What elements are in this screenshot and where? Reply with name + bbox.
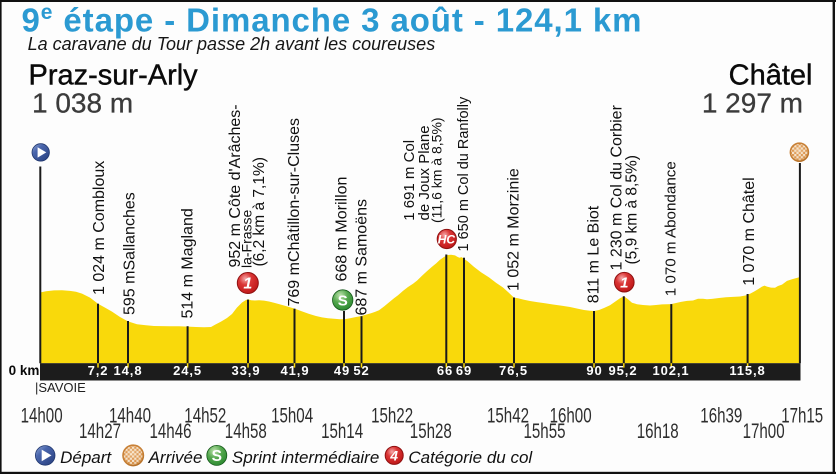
svg-text:1 650 m Col du Ranfolly: 1 650 m Col du Ranfolly	[456, 96, 472, 251]
svg-text:49: 49	[334, 363, 350, 378]
svg-text:Châtel: Châtel	[729, 60, 813, 92]
svg-text:17h00: 17h00	[743, 418, 785, 442]
svg-text:17h15: 17h15	[781, 403, 823, 427]
svg-text:S: S	[338, 293, 348, 310]
svg-text:1 052 m Morzinie: 1 052 m Morzinie	[506, 168, 523, 291]
svg-text:115,8: 115,8	[729, 363, 765, 378]
svg-text:14h00: 14h00	[21, 403, 63, 427]
svg-text:41,9: 41,9	[281, 363, 310, 378]
svg-text:595 mSallanches: 595 mSallanches	[122, 192, 139, 315]
svg-text:la-Frasse: la-Frasse	[239, 209, 255, 268]
svg-text:14,8: 14,8	[114, 363, 143, 378]
svg-text:90: 90	[586, 363, 602, 378]
svg-text:14h52: 14h52	[184, 403, 226, 427]
svg-text:687 m Samoëns: 687 m Samoëns	[354, 199, 371, 316]
svg-text:(5,9 km à 8,5%): (5,9 km à 8,5%)	[624, 155, 641, 264]
svg-text:15h22: 15h22	[371, 403, 413, 427]
svg-text:769 mChâtillon-sur-Cluses: 769 mChâtillon-sur-Cluses	[286, 118, 303, 307]
svg-text:24,5: 24,5	[173, 363, 202, 378]
svg-text:0 km: 0 km	[9, 363, 40, 378]
svg-text:1: 1	[620, 275, 628, 292]
svg-text:76,5: 76,5	[499, 363, 528, 378]
svg-text:16h18: 16h18	[637, 418, 679, 442]
svg-text:14h27: 14h27	[79, 418, 121, 442]
svg-text:16h00: 16h00	[550, 403, 592, 427]
svg-text:|SAVOIE: |SAVOIE	[35, 380, 86, 395]
svg-text:(6,2 km à 7,1%): (6,2 km à 7,1%)	[251, 157, 268, 266]
svg-text:15h55: 15h55	[523, 418, 565, 442]
svg-text:Praz-sur-Arly: Praz-sur-Arly	[29, 60, 199, 92]
svg-text:Catégorie du col: Catégorie du col	[408, 448, 533, 467]
svg-text:66: 66	[437, 363, 453, 378]
svg-text:1 070 m Châtel: 1 070 m Châtel	[741, 177, 758, 286]
svg-text:1: 1	[243, 276, 252, 293]
svg-text:La caravane du Tour passe 2h a: La caravane du Tour passe 2h avant les c…	[28, 34, 436, 54]
svg-text:HC: HC	[438, 233, 456, 247]
svg-text:33,9: 33,9	[232, 363, 261, 378]
svg-text:Départ: Départ	[60, 448, 112, 467]
svg-text:14h58: 14h58	[225, 418, 267, 442]
svg-text:95,2: 95,2	[609, 363, 638, 378]
svg-text:Sprint intermédiaire: Sprint intermédiaire	[232, 448, 379, 467]
svg-text:1 070 m Abondance: 1 070 m Abondance	[663, 161, 680, 296]
svg-text:14h40: 14h40	[109, 403, 151, 427]
svg-text:1 230 m Col du Corbier: 1 230 m Col du Corbier	[609, 104, 626, 270]
svg-text:14h46: 14h46	[149, 418, 191, 442]
svg-text:1 038 m: 1 038 m	[32, 88, 133, 119]
svg-text:15h28: 15h28	[410, 418, 452, 442]
svg-text:102,1: 102,1	[652, 363, 689, 378]
svg-text:4: 4	[389, 448, 398, 464]
svg-text:de Joux Plane: de Joux Plane	[416, 125, 433, 220]
svg-text:69: 69	[456, 363, 472, 378]
svg-text:1 024 m Combloux: 1 024 m Combloux	[91, 161, 108, 295]
svg-text:952 m Côte d'Arâches-: 952 m Côte d'Arâches-	[227, 104, 244, 267]
svg-text:7,2: 7,2	[88, 363, 109, 378]
svg-text:1 691 m Col: 1 691 m Col	[401, 140, 418, 221]
svg-text:668 m Morillon: 668 m Morillon	[334, 177, 351, 282]
svg-text:Arrivée: Arrivée	[148, 448, 203, 467]
svg-text:15h04: 15h04	[271, 403, 313, 427]
svg-text:16h39: 16h39	[700, 403, 742, 427]
svg-text:15h42: 15h42	[487, 403, 529, 427]
svg-text:52: 52	[353, 363, 369, 378]
svg-text:1 297 m: 1 297 m	[702, 88, 803, 119]
svg-text:811 m Le Biot: 811 m Le Biot	[586, 205, 603, 303]
svg-text:514 m Magland: 514 m Magland	[180, 208, 197, 318]
svg-text:(11,6 km à 8,5%): (11,6 km à 8,5%)	[429, 117, 445, 223]
svg-text:15h14: 15h14	[321, 418, 363, 442]
svg-text:9e étape - Dimanche 3 août - 1: 9e étape - Dimanche 3 août - 124,1 km	[22, 1, 643, 39]
svg-text:S: S	[212, 448, 222, 465]
